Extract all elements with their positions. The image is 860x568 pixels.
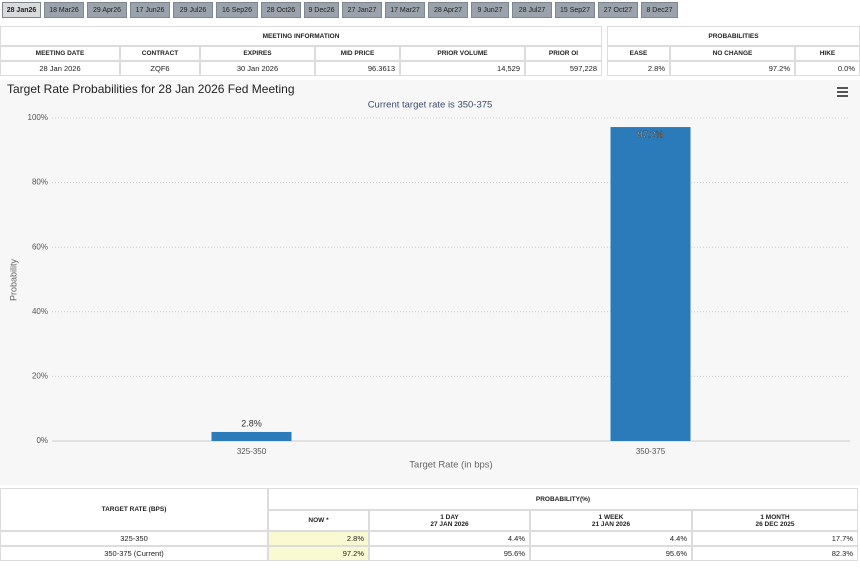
data-label: 2.8% [241, 418, 262, 428]
date-tab[interactable]: 9 Jun27 [471, 2, 509, 18]
date-tab[interactable]: 9 Dec26 [304, 2, 339, 18]
chart-subtitle: Current target rate is 350-375 [368, 100, 493, 111]
table-cell: 14,529 [400, 61, 525, 76]
date-tab[interactable]: 16 Sep26 [216, 2, 258, 18]
date-tab[interactable]: 15 Sep27 [555, 2, 595, 18]
column-header: 1 DAY 27 JAN 2026 [369, 510, 530, 531]
column-header: EXPIRES [200, 46, 315, 61]
table-cell: 0.0% [795, 61, 860, 76]
date-tab[interactable]: 17 Jun26 [130, 2, 170, 18]
table-cell: 350-375 (Current) [0, 546, 268, 561]
column-header: CONTRACT [120, 46, 200, 61]
table-cell: 96.3613 [315, 61, 400, 76]
column-header: EASE [607, 46, 670, 61]
date-tab[interactable]: 27 Oct27 [598, 2, 638, 18]
column-date: 26 DEC 2025 [755, 520, 795, 528]
table-title: PROBABILITIES [607, 26, 860, 46]
column-header: NO CHANGE [670, 46, 795, 61]
bar [610, 127, 691, 441]
column-label: 1 WEEK [598, 513, 624, 521]
column-label: 1 DAY [440, 513, 459, 521]
table-title: MEETING INFORMATION [0, 26, 602, 46]
table-cell: 95.6% [530, 546, 692, 561]
table-cell: 2.8% [268, 531, 369, 546]
y-tick-label: 100% [28, 113, 48, 122]
column-label: NOW * [308, 517, 329, 524]
table-cell: 325-350 [0, 531, 268, 546]
table-cell: 82.3% [692, 546, 858, 561]
date-tab[interactable]: 29 Jul26 [173, 2, 213, 18]
date-tab[interactable]: 8 Dec27 [641, 2, 678, 18]
table-cell: 28 Jan 2026 [0, 61, 120, 76]
x-tick-label: 350-375 [636, 447, 666, 456]
date-tab[interactable]: 28 Jan26 [2, 2, 41, 18]
y-axis-label: Probability [8, 258, 18, 301]
table-cell: 95.6% [369, 546, 530, 561]
date-tab[interactable]: 28 Apr27 [428, 2, 468, 18]
table-cell: 4.4% [530, 531, 692, 546]
column-header: 1 WEEK 21 JAN 2026 [530, 510, 692, 531]
table-cell: ZQF6 [120, 61, 200, 76]
date-tab[interactable]: 28 Jul27 [512, 2, 552, 18]
y-tick-label: 80% [32, 178, 48, 187]
column-header: HIKE [795, 46, 860, 61]
column-date: 27 JAN 2026 [430, 520, 469, 528]
chart-background [0, 80, 860, 485]
y-tick-label: 40% [32, 307, 48, 316]
data-label: 97.2% [638, 129, 664, 139]
bar [211, 431, 292, 441]
chart: Target Rate Probabilities for 28 Jan 202… [0, 80, 860, 485]
table-cell: 597,228 [525, 61, 602, 76]
table-cell: 17.7% [692, 531, 858, 546]
column-label: 1 MONTH [760, 513, 790, 521]
date-tab[interactable]: 27 Jan27 [342, 2, 382, 18]
column-header: PRIOR VOLUME [400, 46, 525, 61]
table-cell: 4.4% [369, 531, 530, 546]
table-cell: 97.2% [268, 546, 369, 561]
table-cell: 97.2% [670, 61, 795, 76]
date-tab[interactable]: 29 Apr26 [87, 2, 127, 18]
row-header: TARGET RATE (BPS) [0, 488, 268, 531]
y-tick-label: 20% [32, 372, 48, 381]
table-cell: 30 Jan 2026 [200, 61, 315, 76]
x-axis-label: Target Rate (in bps) [409, 460, 492, 471]
date-tab[interactable]: 17 Mar27 [385, 2, 425, 18]
column-header: NOW * [268, 510, 369, 531]
menu-icon[interactable] [837, 87, 848, 97]
date-tab[interactable]: 18 Mar26 [44, 2, 84, 18]
table-title: PROBABILITY(%) [268, 488, 858, 510]
column-date: 21 JAN 2026 [591, 520, 631, 528]
date-tab[interactable]: 28 Oct26 [261, 2, 301, 18]
column-header: PRIOR OI [525, 46, 602, 61]
y-tick-label: 0% [36, 436, 48, 445]
y-tick-label: 60% [32, 242, 48, 251]
table-cell: 2.8% [607, 61, 670, 76]
column-header: MID PRICE [315, 46, 400, 61]
chart-title: Target Rate Probabilities for 28 Jan 202… [7, 82, 295, 96]
column-header: 1 MONTH 26 DEC 2025 [692, 510, 858, 531]
x-tick-label: 325-350 [237, 447, 267, 456]
column-header: MEETING DATE [0, 46, 120, 61]
